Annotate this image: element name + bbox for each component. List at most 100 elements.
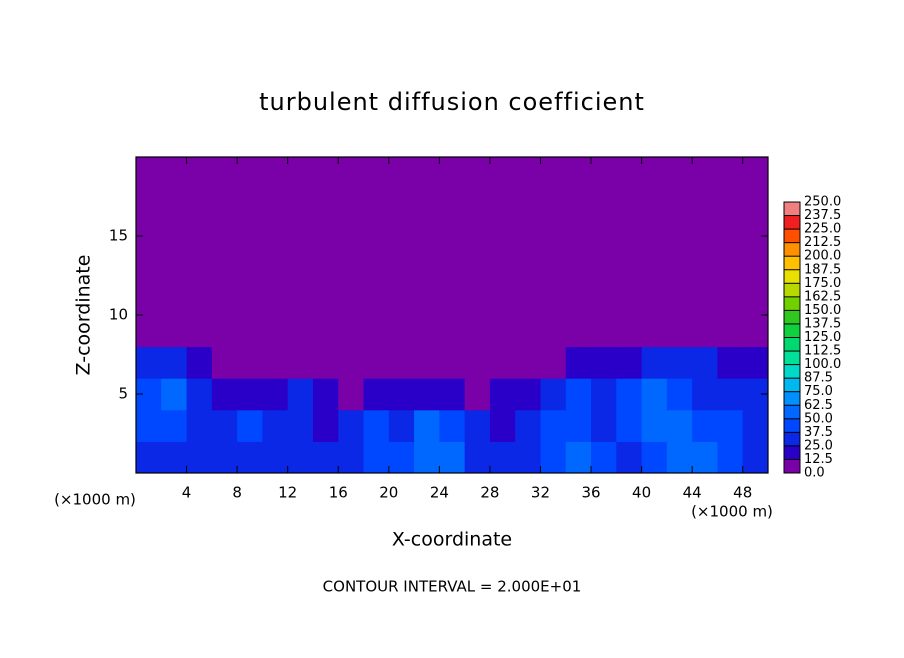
heat-cell [666, 315, 693, 348]
heat-cell [237, 378, 263, 411]
heat-cell [262, 378, 289, 411]
heat-cell [136, 157, 162, 190]
heat-cell [287, 283, 314, 316]
heat-cell [591, 157, 617, 190]
chart-title: turbulent diffusion coefficient [259, 88, 645, 116]
heat-cell [262, 157, 289, 190]
colorbar-label: 87.5 [804, 371, 833, 386]
heat-cell [666, 283, 693, 316]
heat-cell [439, 220, 466, 253]
heat-cell [591, 378, 617, 411]
heat-cell [666, 441, 693, 474]
heat-cell [161, 157, 188, 190]
heat-cell [388, 315, 415, 348]
heat-cell [489, 346, 516, 379]
heat-cell [540, 283, 567, 316]
heat-cell [312, 157, 339, 190]
heat-cell [161, 220, 188, 253]
heat-cell [338, 315, 365, 348]
heat-cell [136, 315, 162, 348]
colorbar-label: 37.5 [804, 425, 833, 440]
heat-cell [388, 441, 415, 474]
heat-cell [641, 251, 668, 284]
heat-cell [388, 409, 415, 442]
heat-cell [565, 157, 592, 190]
heat-cell [186, 283, 213, 316]
heat-cell [666, 157, 693, 190]
heat-cell [186, 251, 213, 284]
heat-cell [363, 157, 390, 190]
heat-cell [439, 283, 466, 316]
heat-cell [666, 251, 693, 284]
heat-cell [717, 251, 744, 284]
heat-cell [515, 188, 541, 221]
heat-cell [464, 188, 491, 221]
heat-cell [464, 283, 491, 316]
colorbar-bin [784, 202, 800, 216]
heat-cell [565, 315, 592, 348]
heat-cell [616, 283, 643, 316]
heat-cell [565, 441, 592, 474]
heat-cell [616, 315, 643, 348]
heat-cell [388, 188, 415, 221]
heat-cell [540, 157, 567, 190]
heat-cell [616, 378, 643, 411]
heat-cell [388, 251, 415, 284]
heat-cell [591, 315, 617, 348]
heat-cell [641, 441, 668, 474]
heat-cell [237, 283, 263, 316]
y-tick-label: 15 [109, 227, 128, 245]
heat-cell [388, 157, 415, 190]
heat-cell [161, 251, 188, 284]
heat-cell [489, 283, 516, 316]
heat-cell [717, 315, 744, 348]
x-unit-label: (×1000 m) [691, 503, 773, 521]
heat-cell [414, 251, 440, 284]
colorbar-bin [784, 364, 800, 379]
heat-cell [692, 441, 718, 474]
heat-cell [616, 409, 643, 442]
heat-cell [237, 315, 263, 348]
heat-cell [363, 409, 390, 442]
heat-cell [363, 378, 390, 411]
x-tick-label: 8 [232, 484, 242, 502]
heat-cell [717, 409, 744, 442]
heat-cell [540, 315, 567, 348]
heat-cell [616, 157, 643, 190]
heat-cell [641, 346, 668, 379]
heat-cell [616, 441, 643, 474]
heat-cell [287, 251, 314, 284]
heat-cell [540, 346, 567, 379]
heat-cell [641, 378, 668, 411]
heat-cell [186, 157, 213, 190]
heat-cell [692, 157, 718, 190]
heat-cell [742, 441, 769, 474]
heat-cell [666, 346, 693, 379]
heat-cell [565, 283, 592, 316]
heat-cell [186, 220, 213, 253]
heat-cell [414, 315, 440, 348]
heat-cell [464, 378, 491, 411]
heat-cell [363, 188, 390, 221]
heat-cell [489, 188, 516, 221]
colorbar-bin [784, 445, 800, 460]
heat-cell [186, 409, 213, 442]
heat-cell [186, 441, 213, 474]
heat-cell [439, 157, 466, 190]
heat-cell [515, 251, 541, 284]
heat-cell [161, 315, 188, 348]
heat-cell [692, 188, 718, 221]
heat-cell [641, 157, 668, 190]
heat-cell [742, 409, 769, 442]
heat-cell [742, 283, 769, 316]
heat-cell [262, 251, 289, 284]
heat-cell [136, 441, 162, 474]
heat-cell [692, 315, 718, 348]
x-axis-label: X-coordinate [392, 529, 512, 551]
heat-cell [237, 251, 263, 284]
heat-cell [540, 409, 567, 442]
heat-cell [211, 441, 238, 474]
heat-cell [287, 188, 314, 221]
heat-cell [312, 283, 339, 316]
